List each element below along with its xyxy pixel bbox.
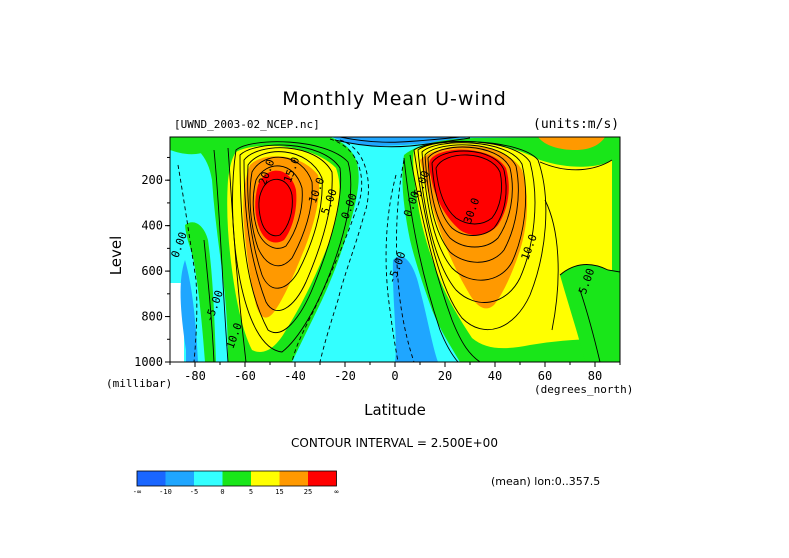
contour-interval-label: CONTOUR INTERVAL = 2.500E+00 (291, 436, 498, 450)
colorbar: -∞ -10 -5 0 5 15 25 ∞ (133, 470, 339, 496)
north-top-orange (538, 137, 605, 150)
colorbar-label: 5 (249, 488, 253, 496)
x-tick-label: -60 (234, 369, 256, 383)
mean-lon-label: (mean) lon:0..357.5 (491, 475, 601, 488)
colorbar-label: 25 (304, 488, 312, 496)
axes: -80 -60 -40 -20 0 20 40 60 80 200 400 600 800 1000 Lat… (106, 156, 633, 419)
x-tick-label: 0 (391, 369, 398, 383)
y-tick-label: 200 (141, 173, 163, 187)
x-tick-label: -40 (284, 369, 306, 383)
colorbar-label: -10 (159, 488, 172, 496)
colorbar-label: ∞ (334, 488, 338, 496)
x-tick-label: 80 (588, 369, 602, 383)
colorbar-swatch (137, 471, 166, 486)
colorbar-swatch (279, 471, 308, 486)
y-tick-label: 600 (141, 264, 163, 278)
contour-lines (177, 137, 620, 362)
y-tick-label: 400 (141, 219, 163, 233)
north-jet-red (429, 149, 509, 236)
x-unit-label: (degrees_north) (534, 383, 633, 396)
dataset-label: [UWND_2003-02_NCEP.nc] (174, 118, 320, 131)
colorbar-swatch (308, 471, 337, 486)
colorbar-frame (136, 470, 337, 487)
colorbar-swatch (165, 471, 194, 486)
colorbar-swatch (194, 471, 223, 486)
colorbar-swatch (251, 471, 280, 486)
colorbar-label: -∞ (133, 488, 141, 496)
south-jet-red (255, 170, 297, 243)
x-tick-label: 20 (438, 369, 452, 383)
units-label: (units:m/s) (533, 117, 620, 132)
colorbar-label: -5 (190, 488, 198, 496)
missing-data-region (170, 283, 184, 362)
y-unit-label: (millibar) (106, 377, 172, 390)
x-tick-label: 40 (488, 369, 502, 383)
negative-region-equator (392, 256, 438, 362)
negative-region-south (180, 260, 198, 362)
colorbar-swatch (222, 471, 251, 486)
y-tick-label: 1000 (134, 355, 163, 369)
north-east-green (560, 264, 620, 362)
colorbar-label: 0 (220, 488, 224, 496)
x-tick-label: -80 (184, 369, 206, 383)
x-tick-label: -20 (334, 369, 356, 383)
x-axis-title: Latitude (364, 401, 426, 419)
y-tick-label: 800 (141, 310, 163, 324)
top-left-green (170, 137, 228, 155)
y-axis-title: Level (107, 236, 125, 276)
south-west-green (185, 222, 216, 362)
chart-title: Monthly Mean U-wind (282, 88, 507, 110)
colorbar-label: 15 (275, 488, 283, 496)
x-tick-label: 60 (538, 369, 552, 383)
